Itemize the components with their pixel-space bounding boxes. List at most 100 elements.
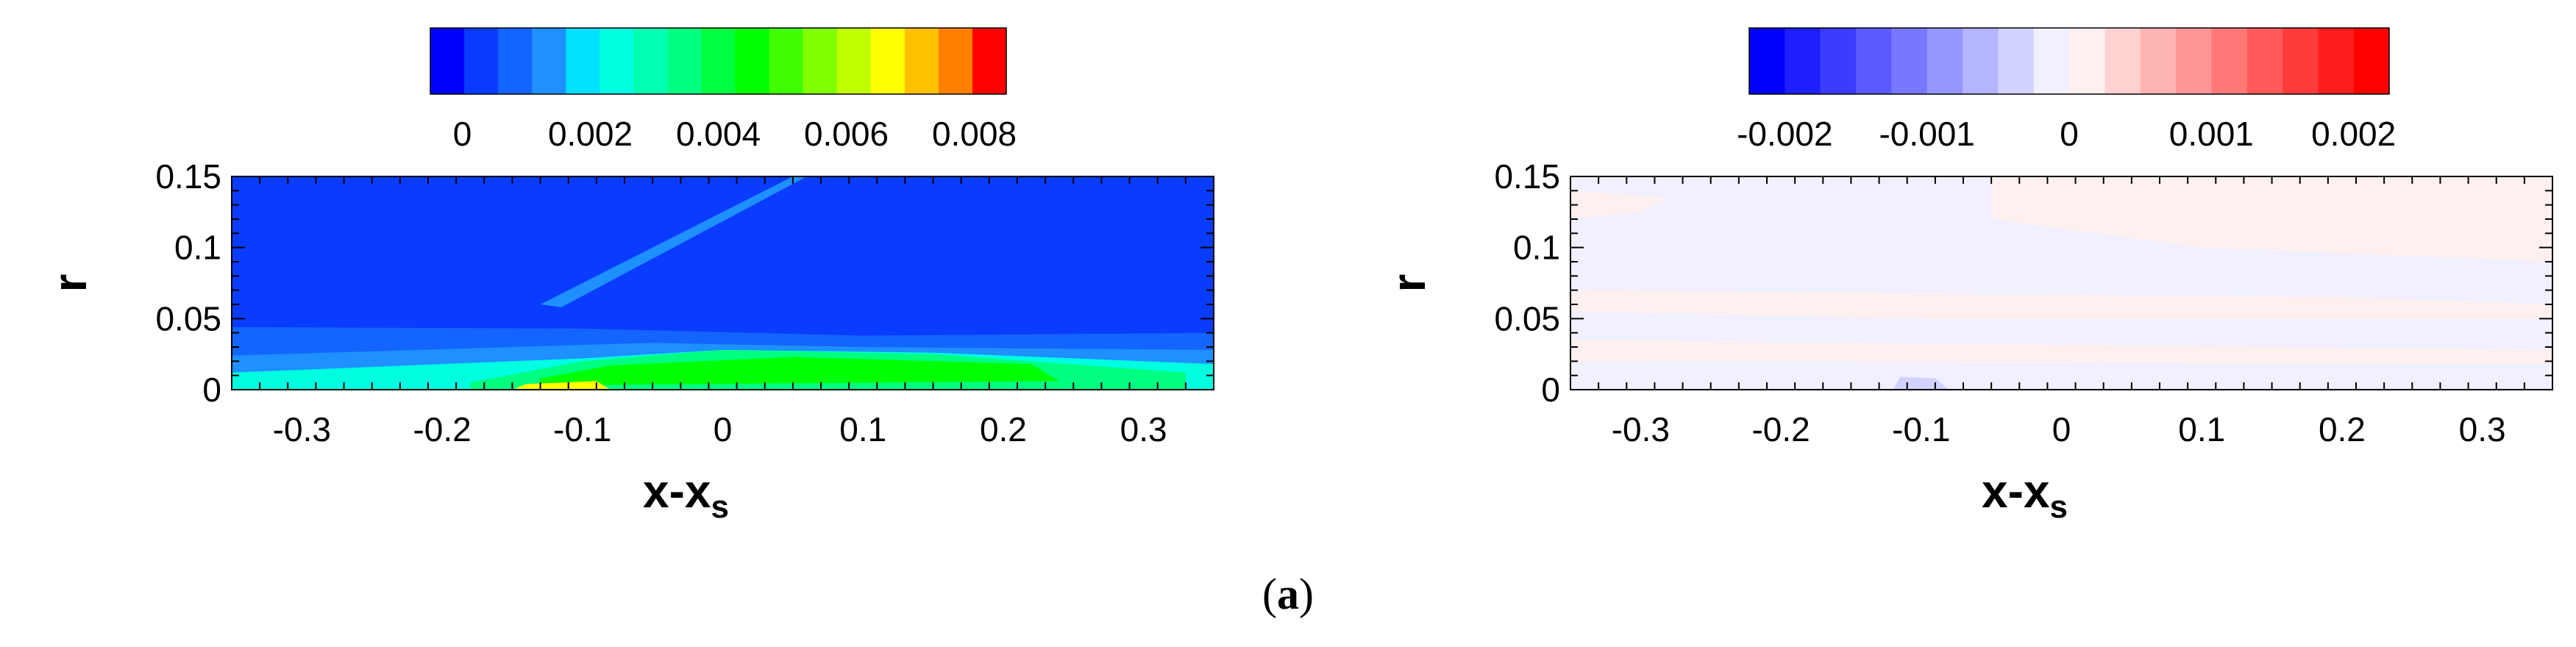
colorbar-tick-label: 0.002 xyxy=(548,115,633,153)
y-tick-label: 0.05 xyxy=(155,299,221,337)
colorbar-level xyxy=(667,28,702,94)
x-tick-label: 0.1 xyxy=(2178,410,2225,448)
x-tick-label: -0.1 xyxy=(553,410,611,448)
contour-plot-left: 0 0.002 0.004 0.006 0.008 -0.3 -0.2 -0.1 0 0.1 0.… xyxy=(43,27,1214,525)
colorbar-level xyxy=(2283,28,2319,94)
colorbar-level xyxy=(1785,28,1821,94)
contour-region xyxy=(1570,340,2552,365)
x-axis-title-left: x-xs xyxy=(643,465,729,525)
x-axis-title-subscript-left: s xyxy=(711,489,729,525)
colorbar-level xyxy=(566,28,600,94)
contour-region xyxy=(330,176,513,269)
x-tick-label: 0 xyxy=(2052,410,2071,448)
colorbar-level xyxy=(1891,28,1928,94)
colorbar-level xyxy=(2069,28,2105,94)
x-axis-title-main-right: x-x xyxy=(1982,465,2050,518)
colorbar-level xyxy=(532,28,566,94)
colorbar-left: 0 0.002 0.004 0.006 0.008 xyxy=(430,27,1017,153)
colorbar-level xyxy=(2353,28,2390,94)
x-axis-title-subscript-right: s xyxy=(2050,489,2068,525)
colorbar-level xyxy=(2033,28,2070,94)
x-axis-title-main-left: x-x xyxy=(643,465,711,518)
colorbar-level xyxy=(430,28,465,94)
y-tick-label: 0 xyxy=(202,371,221,409)
x-tick-label: 0.2 xyxy=(980,410,1027,448)
y-tick-label: 0 xyxy=(1541,371,1560,409)
figure-caption: (a) xyxy=(1262,570,1314,618)
colorbar-tick-label: 0.002 xyxy=(2311,115,2396,153)
x-tick-label: 0.1 xyxy=(839,410,886,448)
x-tick-label: 0.2 xyxy=(2319,410,2366,448)
contour-region xyxy=(1570,290,2552,319)
colorbar-tick-label: 0 xyxy=(2060,115,2079,153)
colorbar-level xyxy=(2176,28,2212,94)
colorbar-level xyxy=(1926,28,1963,94)
colorbar-tick-label: 0.004 xyxy=(676,115,761,153)
colorbar-level xyxy=(2211,28,2248,94)
caption-letter: a xyxy=(1277,570,1299,618)
colorbar-level xyxy=(769,28,804,94)
colorbar-level xyxy=(938,28,973,94)
plot-area-right: -0.3 -0.2 -0.1 0 0.1 0.2 0.3 0 0.05 0.1 0.15 xyxy=(1494,157,2553,448)
colorbar-tick-label: 0.008 xyxy=(932,115,1017,153)
colorbar-level xyxy=(633,28,669,94)
y-axis-title-right: r xyxy=(1382,274,1435,293)
x-tick-label: -0.2 xyxy=(413,410,471,448)
colorbar-level xyxy=(599,28,634,94)
y-tick-label: 0.05 xyxy=(1494,299,1560,337)
colorbar-level xyxy=(464,28,499,94)
colorbar-level xyxy=(2140,28,2177,94)
contour-field xyxy=(1570,176,2552,390)
colorbar-level xyxy=(2104,28,2141,94)
plot-frame xyxy=(231,176,1214,390)
contour-region xyxy=(540,357,1060,386)
y-axis-title-left: r xyxy=(43,274,96,293)
colorbar-tick-label: -0.002 xyxy=(1737,115,1832,153)
colorbar-level xyxy=(836,28,872,94)
colorbar-level xyxy=(870,28,905,94)
colorbar-tick-label: 0 xyxy=(453,115,472,153)
x-axis-title-right: x-xs xyxy=(1982,465,2068,525)
colorbar-tick-label: 0.001 xyxy=(2169,115,2254,153)
contour-region xyxy=(512,381,611,390)
x-tick-label: -0.3 xyxy=(1612,410,1670,448)
y-tick-label: 0.1 xyxy=(1513,229,1560,267)
colorbar-tick-label: 0.006 xyxy=(804,115,889,153)
colorbar-level xyxy=(498,28,533,94)
contour-region xyxy=(1570,190,1669,219)
contour-region xyxy=(1991,176,2552,262)
x-tick-label: 0.3 xyxy=(2459,410,2506,448)
caption-open: ( xyxy=(1262,570,1277,618)
colorbar-level xyxy=(701,28,736,94)
colorbar-level xyxy=(1998,28,2035,94)
plot-frame xyxy=(1570,176,2553,390)
x-tick-label: -0.1 xyxy=(1892,410,1950,448)
x-tick-label: 0 xyxy=(714,410,733,448)
contour-plot-right: -0.002 -0.001 0 0.001 0.002 -0.3 -0.2 -0.1 0 0.1… xyxy=(1382,27,2553,525)
colorbar-level xyxy=(1749,28,1785,94)
colorbar-level xyxy=(1820,28,1857,94)
colorbar-level xyxy=(1856,28,1892,94)
colorbar-level xyxy=(972,28,1007,94)
contour-region xyxy=(540,176,807,307)
caption-close: ) xyxy=(1299,570,1314,618)
colorbar-frame xyxy=(1748,27,2390,95)
x-tick-label: 0.3 xyxy=(1120,410,1167,448)
contour-region xyxy=(1171,230,1214,240)
colorbar-frame xyxy=(430,27,1007,95)
colorbar-right: -0.002 -0.001 0 0.001 0.002 xyxy=(1737,27,2396,153)
colorbar-level xyxy=(904,28,939,94)
contour-field xyxy=(232,176,1214,390)
y-tick-label: 0.1 xyxy=(174,229,221,267)
plot-area-left: -0.3 -0.2 -0.1 0 0.1 0.2 0.3 0 0.05 0.1 0.15 xyxy=(155,157,1214,448)
colorbar-level xyxy=(1963,28,1999,94)
colorbar-level xyxy=(735,28,770,94)
y-tick-label: 0.15 xyxy=(1494,157,1560,196)
colorbar-level xyxy=(2318,28,2355,94)
colorbar-level xyxy=(803,28,838,94)
colorbar-level xyxy=(2246,28,2283,94)
y-tick-label: 0.15 xyxy=(155,157,221,196)
x-tick-label: -0.3 xyxy=(273,410,331,448)
x-tick-label: -0.2 xyxy=(1751,410,1810,448)
